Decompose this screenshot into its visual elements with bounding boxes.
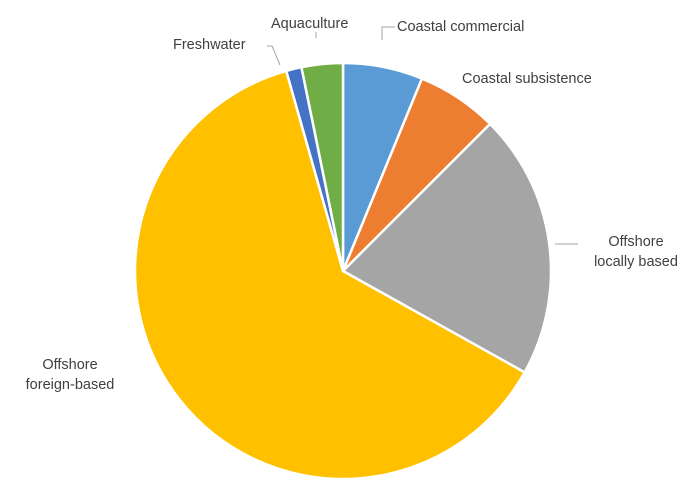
slice-label-freshwater: Freshwater [173,37,246,53]
slice-label-offshore-foreign-based: Offshore foreign-based [26,357,115,393]
slice-label-line: Freshwater [173,37,246,53]
pie-slice-offshore-foreign-based [133,69,526,481]
slice-label-coastal-commercial: Coastal commercial [397,19,524,35]
leader-lines [267,26,578,245]
slice-label-aquaculture: Aquaculture [271,16,348,32]
slice-labels: Coastal commercial Coastal subsistence Off… [26,16,678,393]
slice-label-line: Offshore [608,234,663,250]
slice-label-line: Aquaculture [271,16,348,32]
pie-slices [133,61,553,481]
pie-slice-offshore-locally-based [341,122,553,374]
slice-label-offshore-locally-based: Offshore locally based [594,234,678,270]
pie-slice-aquaculture [300,61,345,273]
leader-line-freshwater [267,45,281,66]
slice-label-coastal-subsistence: Coastal subsistence [462,71,592,87]
slice-label-line: Coastal commercial [397,19,524,35]
leader-line-coastal-commercial [381,26,395,40]
slice-label-line: foreign-based [26,377,115,393]
slice-label-line: Offshore [42,357,97,373]
slice-label-line: locally based [594,254,678,270]
slice-label-line: Coastal subsistence [462,71,592,87]
